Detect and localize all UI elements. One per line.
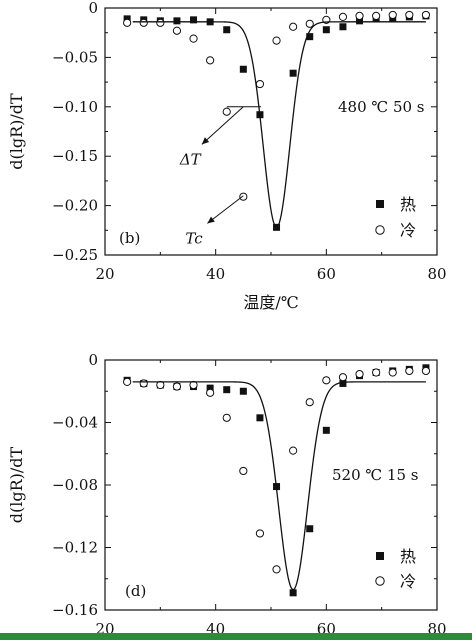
data-point-cooling (272, 36, 281, 45)
y-axis-label: d(lgR)/dT (7, 446, 26, 523)
data-point-cooling (172, 26, 182, 35)
data-point-heating (173, 17, 181, 25)
data-point-cooling (305, 398, 314, 407)
data-point-heating (322, 26, 330, 34)
data-point-heating (190, 16, 198, 24)
data-point-cooling (388, 368, 397, 377)
y-tick-label: −0.10 (52, 98, 98, 116)
x-tick-label: 60 (317, 265, 336, 283)
y-tick-label: −0.12 (52, 539, 98, 557)
data-point-heating (239, 387, 247, 395)
y-tick-label: 0 (88, 351, 98, 369)
data-point-heating (206, 384, 214, 392)
panel-label: (d) (125, 582, 146, 600)
annotation-arrow (207, 195, 244, 224)
y-tick-label: −0.25 (52, 246, 98, 264)
tc-label: Tc (185, 229, 203, 247)
data-point-cooling (372, 368, 381, 377)
y-tick-label: 0 (88, 0, 98, 17)
arrow-head (207, 216, 215, 224)
data-point-cooling (289, 22, 298, 31)
data-point-cooling (338, 12, 348, 21)
data-point-cooling (206, 388, 215, 397)
fit-curve (132, 21, 426, 229)
data-point-heating (339, 23, 347, 31)
data-point-cooling (139, 18, 148, 27)
data-point-heating (306, 525, 314, 533)
plot-frame (104, 7, 438, 256)
data-point-cooling (305, 19, 314, 28)
chart-panel-0: 20 40 60 80 0 −0.05 −0.10 −0.15 −0.20 −0.25 d(lgR)… (7, 0, 447, 312)
data-point-cooling (139, 379, 148, 388)
data-point-cooling (405, 10, 414, 20)
condition-annotation: 480 ℃ 50 s (338, 98, 425, 116)
data-point-cooling (172, 382, 182, 391)
data-point-heating (223, 386, 231, 394)
data-point-heating (322, 426, 330, 434)
data-point-cooling (405, 366, 414, 376)
annotation-arrow (201, 106, 244, 145)
x-tick-label: 80 (427, 265, 446, 283)
data-point-cooling (239, 192, 248, 201)
x-tick-label: 20 (95, 265, 114, 283)
y-tick-label: −0.20 (52, 197, 98, 215)
data-point-cooling (272, 565, 281, 574)
data-point-cooling (421, 10, 431, 20)
plot-frame (104, 359, 438, 611)
data-point-cooling (123, 18, 132, 27)
legend-marker-heating (376, 200, 384, 208)
legend-label-cooling: 冷 (400, 572, 416, 591)
y-tick-label: −0.16 (52, 601, 98, 619)
data-point-heating (356, 17, 364, 25)
data-point-cooling (123, 377, 132, 386)
x-tick-label: 40 (206, 265, 225, 283)
data-point-cooling (355, 11, 364, 21)
x-axis-label: 温度/℃ (243, 293, 298, 312)
chart-panel-1: 20 40 60 800−0.04−0.08−0.12−0.16d(lgR)/dT 52… (7, 351, 447, 638)
arrow-head (201, 137, 210, 145)
data-point-cooling (388, 10, 397, 20)
data-point-heating (256, 414, 264, 422)
data-point-cooling (322, 376, 331, 385)
data-point-heating (289, 589, 297, 597)
y-tick-label: −0.04 (52, 414, 98, 432)
data-point-cooling (189, 34, 198, 43)
data-point-cooling (421, 366, 431, 376)
data-point-cooling (156, 18, 165, 27)
data-point-cooling (239, 466, 248, 476)
condition-annotation: 520 ℃ 15 s (332, 466, 419, 484)
delta-t-label: ΔT (179, 150, 202, 168)
legend-label-heating: 热 (400, 547, 416, 566)
data-point-heating (306, 33, 314, 41)
bottom-border (0, 633, 472, 640)
fit-curve (132, 381, 426, 591)
data-point-heating (339, 379, 347, 387)
data-point-heating (289, 69, 297, 77)
data-point-heating (239, 65, 247, 73)
y-tick-label: −0.08 (52, 476, 98, 494)
y-axis-label: d(lgR)/dT (7, 93, 26, 170)
y-tick-label: −0.15 (52, 147, 98, 165)
legend-marker-heating (376, 552, 384, 560)
data-point-cooling (206, 56, 215, 65)
data-point-cooling (222, 107, 231, 116)
data-point-cooling (255, 79, 265, 89)
data-point-cooling (372, 11, 381, 21)
panel-label: (b) (119, 229, 140, 247)
data-point-cooling (255, 529, 265, 538)
legend-marker-cooling (375, 225, 385, 235)
legend-label-cooling: 冷 (400, 221, 416, 240)
data-point-cooling (338, 373, 348, 382)
legend-label-heating: 热 (400, 195, 416, 214)
data-point-cooling (222, 413, 231, 422)
y-tick-label: −0.05 (52, 48, 98, 66)
legend-marker-cooling (375, 576, 385, 586)
data-point-cooling (289, 446, 298, 455)
data-point-heating (223, 26, 231, 34)
data-point-cooling (355, 369, 364, 379)
